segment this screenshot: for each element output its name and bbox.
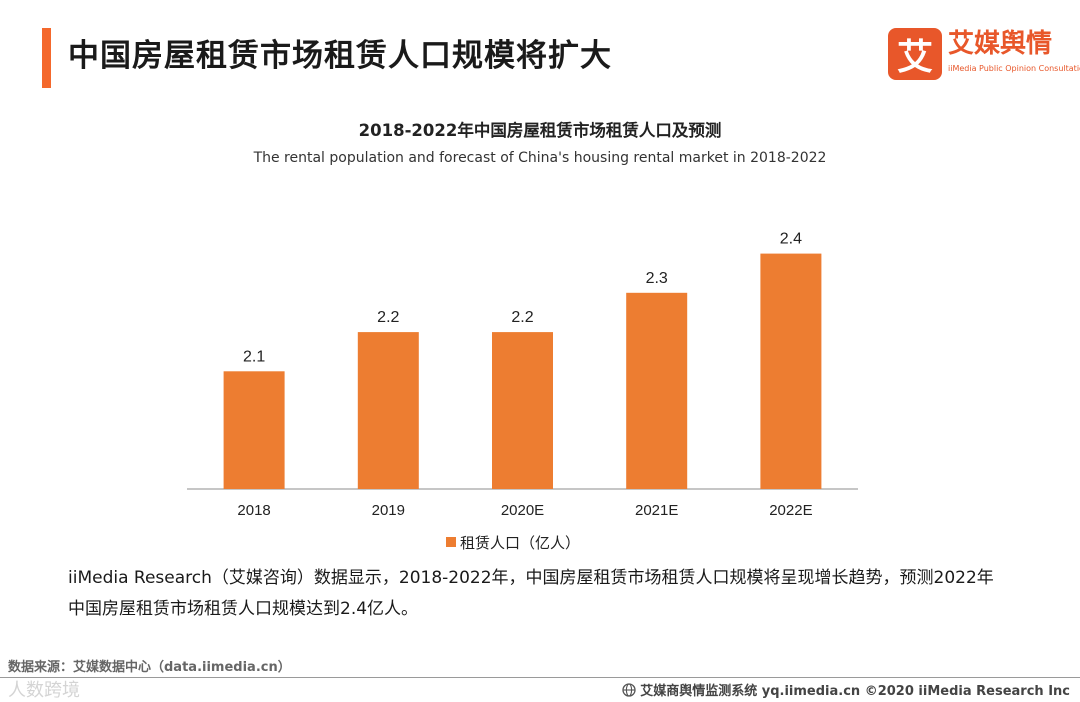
data-source: 数据来源：艾媒数据中心（data.iimedia.cn） [8,660,291,675]
bar-chart: 2.1 2018 2.2 2019 2.2 2020E 2.3 2021E 2.4 2022E [187,231,858,519]
data-label-2022E: 2.4 [780,231,802,248]
bar-2020E [492,332,553,489]
bar-2018 [223,371,285,489]
watermark: 人数跨境 [8,680,80,701]
legend-swatch [446,537,456,547]
footer-divider [0,677,1080,678]
data-label-2018: 2.1 [243,348,265,365]
data-label-2020E: 2.2 [511,309,533,326]
chart-legend: 租赁人口（亿人） [446,531,580,553]
x-tick-label-2021E: 2021E [635,502,678,519]
legend-label: 租赁人口（亿人） [460,533,581,552]
logo-subtitle: iiMedia Public Opinion Consultation [948,64,1080,73]
data-label-2021E: 2.3 [646,270,668,287]
logo-mark-icon: 艾 [888,28,942,80]
description-text: iiMedia Research（艾媒咨询）数据显示，2018-2022年，中国… [68,568,994,619]
chart-subtitle: The rental population and forecast of Ch… [253,150,827,166]
brand-logo: 艾 艾媒舆情 iiMedia Public Opinion Consultati… [888,26,1080,84]
bar-2021E [626,292,688,489]
bar-2022E [760,253,822,489]
globe-icon [622,682,636,697]
chart-title: 2018-2022年中国房屋租赁市场租赁人口及预测 [358,121,722,140]
footer-text: 艾媒商舆情监测系统 yq.iimedia.cn ©2020 iiMedia Re… [640,684,1070,699]
x-tick-label-2018: 2018 [237,502,270,519]
bar-2019 [357,332,419,489]
x-tick-label-2022E: 2022E [769,502,812,519]
logo-name: 艾媒舆情 [948,29,1053,59]
page-title: 中国房屋租赁市场租赁人口规模将扩大 [68,38,612,74]
x-tick-label-2020E: 2020E [501,502,544,519]
footer: 艾媒商舆情监测系统 yq.iimedia.cn ©2020 iiMedia Re… [622,680,1070,699]
data-label-2019: 2.2 [377,309,399,326]
x-tick-label-2019: 2019 [372,502,405,519]
title-accent-bar [42,28,51,88]
